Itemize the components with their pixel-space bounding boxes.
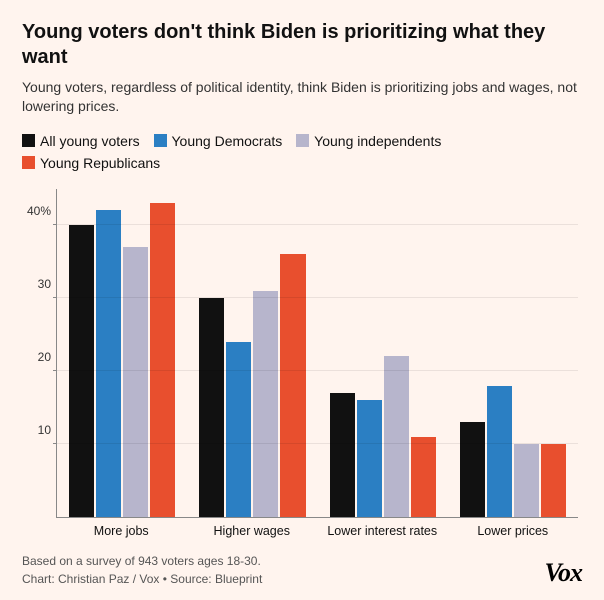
chart-title: Young voters don't think Biden is priori… — [22, 20, 582, 70]
plot-area: 10203040% More jobsHigher wagesLower int… — [56, 189, 578, 542]
bar — [150, 203, 175, 517]
gridline — [57, 370, 578, 371]
ytick-label: 10 — [38, 423, 57, 437]
bar — [460, 422, 485, 517]
ytick-label: 40% — [27, 204, 57, 218]
legend: All young voters Young Democrats Young i… — [22, 130, 582, 175]
bar-groups — [57, 189, 578, 517]
legend-swatch — [22, 134, 35, 147]
bar — [226, 342, 251, 517]
legend-label: Young independents — [314, 133, 441, 149]
legend-swatch — [154, 134, 167, 147]
ytick-mark — [53, 224, 57, 225]
footnote-survey: Based on a survey of 943 voters ages 18-… — [22, 552, 262, 570]
gridline — [57, 443, 578, 444]
ytick-label: 20 — [38, 350, 57, 364]
legend-label: All young voters — [40, 133, 140, 149]
x-axis-label: Lower interest rates — [317, 518, 448, 542]
legend-label: Young Democrats — [172, 133, 283, 149]
x-axis-label: Lower prices — [448, 518, 579, 542]
legend-swatch — [296, 134, 309, 147]
brand-logo: Vox — [537, 558, 582, 588]
ytick-mark — [53, 370, 57, 371]
gridline — [57, 224, 578, 225]
bar — [330, 393, 355, 517]
bar — [69, 225, 94, 517]
bar — [96, 210, 121, 517]
bar — [384, 356, 409, 517]
bar — [280, 254, 305, 517]
ytick-mark — [53, 443, 57, 444]
bar — [514, 444, 539, 517]
legend-label: Young Republicans — [40, 155, 160, 171]
bar — [253, 291, 278, 517]
plot: 10203040% — [56, 189, 578, 518]
footer: Based on a survey of 943 voters ages 18-… — [22, 552, 582, 588]
legend-item: All young voters — [22, 133, 140, 149]
bar-group — [187, 189, 317, 517]
footnotes: Based on a survey of 943 voters ages 18-… — [22, 552, 262, 588]
gridline — [57, 297, 578, 298]
bar-group — [57, 189, 187, 517]
bar — [487, 386, 512, 517]
legend-item: Young Republicans — [22, 155, 160, 171]
legend-item: Young independents — [296, 133, 441, 149]
bar — [199, 298, 224, 517]
ytick-label: 30 — [38, 277, 57, 291]
chart-subtitle: Young voters, regardless of political id… — [22, 78, 582, 116]
bar-group — [448, 189, 578, 517]
x-axis-label: Higher wages — [187, 518, 318, 542]
ytick-mark — [53, 297, 57, 298]
bar — [357, 400, 382, 517]
bar — [411, 437, 436, 517]
legend-item: Young Democrats — [154, 133, 283, 149]
bar-group — [318, 189, 448, 517]
x-axis-label: More jobs — [56, 518, 187, 542]
chart-container: Young voters don't think Biden is priori… — [0, 0, 604, 600]
bar — [541, 444, 566, 517]
bar — [123, 247, 148, 517]
footnote-source: Chart: Christian Paz / Vox • Source: Blu… — [22, 570, 262, 588]
x-axis-labels: More jobsHigher wagesLower interest rate… — [56, 518, 578, 542]
legend-swatch — [22, 156, 35, 169]
